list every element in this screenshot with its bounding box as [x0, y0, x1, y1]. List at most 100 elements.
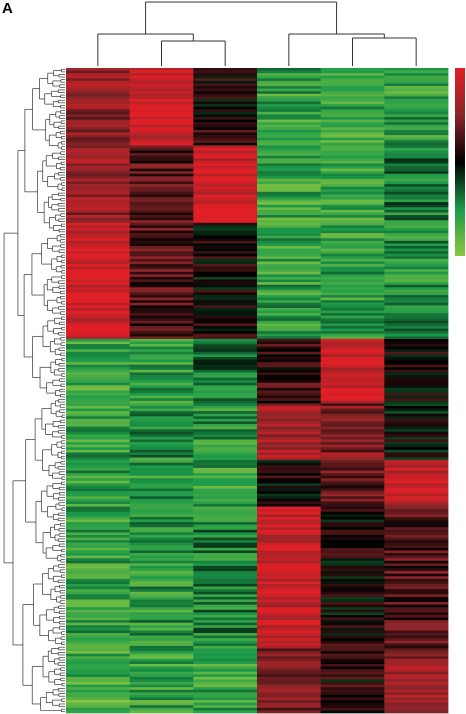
heatmap-cell	[66, 197, 131, 200]
heatmap-cell	[257, 230, 322, 234]
heatmap-cell	[193, 382, 258, 386]
heatmap-cell	[193, 627, 258, 631]
heatmap-cell	[193, 403, 258, 407]
heatmap-cell	[129, 682, 194, 685]
heatmap-cell	[257, 596, 322, 600]
heatmap-cell	[66, 434, 131, 438]
heatmap-cell	[257, 684, 322, 688]
heatmap-cell	[193, 243, 258, 247]
heatmap-cell	[257, 264, 322, 268]
heatmap-cell	[66, 235, 131, 239]
heatmap-cell	[129, 584, 194, 587]
heatmap-cell	[384, 584, 449, 587]
heatmap-cell	[66, 553, 131, 556]
heatmap-cell	[257, 648, 322, 652]
heatmap-cell	[129, 537, 194, 541]
heatmap-cell	[257, 666, 322, 670]
heatmap-cell	[129, 658, 194, 662]
heatmap-cell	[66, 150, 131, 154]
heatmap-cell	[257, 411, 322, 415]
heatmap-cell	[129, 516, 194, 520]
heatmap-cell	[66, 86, 131, 89]
heatmap-cell	[257, 504, 322, 507]
heatmap-cell	[66, 444, 131, 448]
heatmap-cell	[384, 447, 449, 451]
heatmap-cell	[129, 627, 194, 631]
heatmap-cell	[257, 282, 322, 286]
heatmap-cell	[320, 305, 385, 309]
heatmap-cell	[193, 209, 258, 213]
heatmap-cell	[129, 534, 194, 538]
heatmap-cell	[257, 163, 322, 167]
heatmap-cell	[193, 129, 258, 133]
heatmap-cell	[66, 375, 131, 378]
heatmap-cell	[193, 498, 258, 502]
heatmap-cell	[384, 547, 449, 551]
heatmap-cell	[66, 697, 131, 701]
heatmap-cell	[257, 483, 322, 487]
heatmap-cell	[129, 168, 194, 172]
heatmap-cell	[193, 227, 258, 231]
heatmap-cell	[320, 534, 385, 538]
heatmap-cell	[129, 586, 194, 590]
heatmap-cell	[384, 679, 449, 683]
heatmap-cell	[66, 692, 131, 696]
heatmap-cell	[193, 418, 258, 422]
heatmap-cell	[193, 191, 258, 195]
heatmap-cell	[320, 553, 385, 556]
heatmap-cell	[66, 591, 131, 595]
heatmap-cell	[257, 233, 322, 237]
heatmap-cell	[193, 707, 258, 711]
heatmap-cell	[384, 68, 449, 71]
heatmap-cell	[384, 527, 449, 531]
heatmap-cell	[66, 462, 131, 466]
heatmap-cell	[384, 315, 449, 319]
heatmap-cell	[257, 359, 322, 363]
heatmap-cell	[257, 537, 322, 541]
heatmap-cell	[129, 509, 194, 513]
heatmap-cell	[193, 271, 258, 275]
heatmap-cell	[129, 269, 194, 273]
heatmap-cell	[384, 578, 449, 582]
heatmap-cell	[257, 571, 322, 575]
heatmap-cell	[129, 493, 194, 497]
heatmap-cell	[257, 341, 322, 345]
heatmap-cell	[384, 323, 449, 327]
heatmap-cell	[66, 560, 131, 564]
heatmap-cell	[129, 480, 194, 484]
heatmap-cell	[193, 584, 258, 587]
heatmap-cell	[257, 444, 322, 448]
heatmap-cell	[129, 344, 194, 347]
heatmap-cell	[384, 227, 449, 231]
heatmap-cell	[193, 429, 258, 433]
heatmap-cell	[66, 413, 131, 417]
heatmap-cell	[193, 261, 258, 265]
heatmap-cell	[129, 405, 194, 409]
heatmap-cell	[129, 436, 194, 440]
heatmap-cell	[320, 217, 385, 221]
heatmap-cell	[257, 488, 322, 492]
heatmap-cell	[129, 547, 194, 551]
heatmap-cell	[66, 333, 131, 337]
color-scale-bar	[455, 68, 465, 256]
heatmap-cell	[193, 599, 258, 603]
heatmap-cell	[257, 493, 322, 497]
heatmap-cell	[193, 651, 258, 655]
heatmap-cell	[320, 635, 385, 639]
heatmap-cell	[384, 542, 449, 546]
heatmap-cell	[257, 431, 322, 435]
heatmap-cell	[320, 323, 385, 327]
heatmap-cell	[129, 212, 194, 216]
heatmap-cell	[320, 449, 385, 453]
heatmap-cell	[129, 395, 194, 399]
heatmap-cell	[257, 349, 322, 353]
heatmap-cell	[66, 240, 131, 244]
heatmap-cell	[66, 661, 131, 665]
heatmap-cell	[129, 197, 194, 200]
heatmap-cell	[320, 671, 385, 675]
heatmap-cell	[193, 622, 258, 626]
heatmap-cell	[66, 630, 131, 634]
heatmap-cell	[129, 313, 194, 317]
heatmap-cell	[257, 124, 322, 128]
heatmap-cell	[129, 478, 194, 482]
